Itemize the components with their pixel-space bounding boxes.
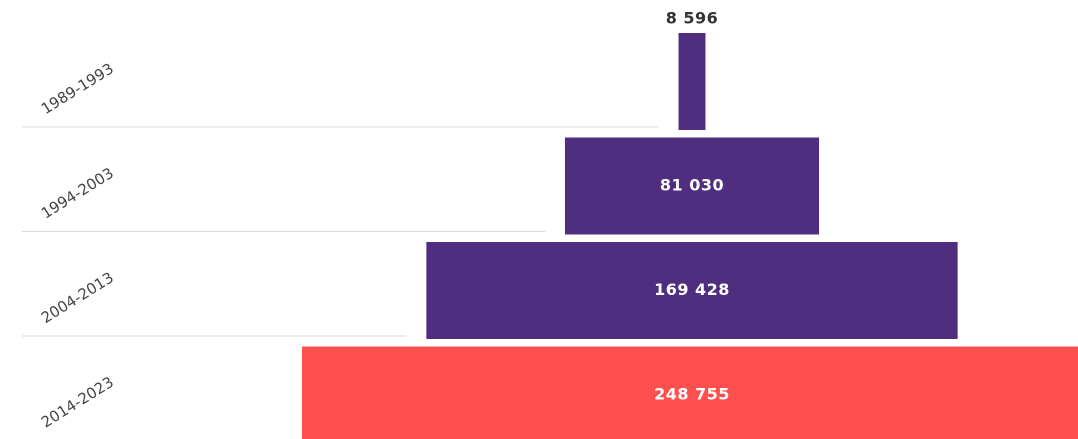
value-label: 8 596 — [666, 9, 719, 28]
bar — [564, 137, 820, 235]
bar — [678, 33, 706, 130]
category-label: 1989-1993 — [38, 59, 117, 118]
value-label: 169 428 — [654, 280, 730, 299]
bar — [426, 242, 958, 339]
value-label: 81 030 — [660, 176, 724, 195]
category-label: 2014-2023 — [38, 373, 117, 432]
category-label: 1994-2003 — [38, 164, 117, 223]
bar — [302, 346, 1078, 439]
category-label: 2004-2013 — [38, 268, 117, 327]
value-label: 248 755 — [654, 385, 730, 404]
